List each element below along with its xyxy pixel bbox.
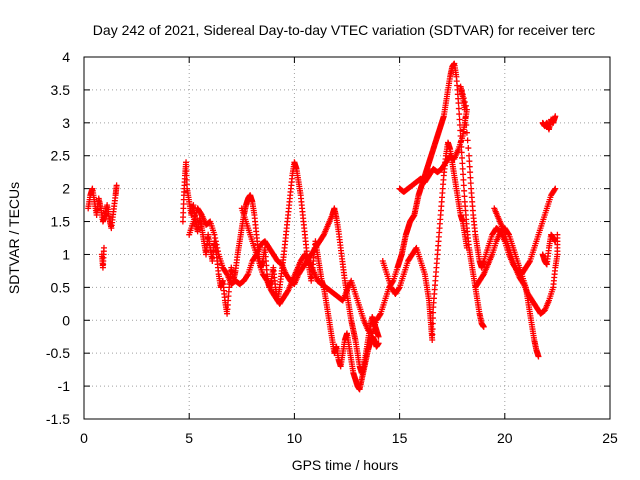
data-markers — [85, 60, 561, 393]
x-tick-label: 5 — [185, 430, 193, 446]
data-point — [467, 174, 474, 181]
data-point — [465, 145, 472, 152]
data-point — [461, 193, 468, 200]
data-point — [429, 326, 436, 333]
x-tick-label: 20 — [497, 430, 513, 446]
data-point — [429, 320, 436, 327]
data-point — [467, 180, 474, 187]
data-point — [214, 244, 221, 251]
y-tick-label: 2 — [62, 181, 70, 197]
data-point — [552, 185, 559, 192]
data-point — [211, 231, 218, 238]
data-point — [459, 154, 466, 161]
data-point — [466, 152, 473, 159]
data-point — [461, 106, 468, 113]
y-tick-label: 4 — [62, 49, 70, 65]
y-tick-label: 1.5 — [51, 214, 71, 230]
data-point — [455, 105, 462, 112]
data-point — [375, 340, 382, 347]
data-point — [100, 244, 107, 251]
data-point — [376, 311, 383, 318]
plot-frame — [83, 56, 611, 420]
data-point — [113, 182, 120, 189]
series-sdtvar — [85, 60, 561, 393]
y-tick-label: 3 — [62, 115, 70, 131]
data-point — [467, 169, 474, 176]
data-point — [459, 165, 466, 172]
data-point — [395, 285, 402, 292]
x-tick-label: 25 — [602, 430, 618, 446]
y-tick-label: -0.5 — [46, 345, 70, 361]
x-axis-label: GPS time / hours — [292, 457, 399, 473]
data-point — [460, 171, 467, 178]
data-point — [466, 158, 473, 165]
data-point — [464, 137, 471, 144]
data-point — [429, 331, 436, 338]
data-point — [552, 113, 559, 120]
x-tick-label: 15 — [392, 430, 408, 446]
data-point — [552, 238, 559, 245]
data-point — [456, 111, 463, 118]
data-point — [430, 309, 437, 316]
data-point — [213, 241, 220, 248]
y-tick-label: 2.5 — [51, 148, 71, 164]
y-tick-label: 0 — [62, 312, 70, 328]
data-point — [554, 231, 561, 238]
data-point — [457, 127, 464, 134]
data-point — [429, 337, 436, 344]
tick-labels: 0 5 10 15 20 25 -1.5 -1 -0.5 0 0.5 1 1.5 2 2.5 3 3.5 4 — [46, 49, 618, 446]
y-axis-label: SDTVAR / TECUs — [6, 182, 22, 294]
data-point — [463, 244, 470, 251]
data-point — [456, 116, 463, 123]
data-point — [461, 187, 468, 194]
data-point — [460, 176, 467, 183]
data-point — [214, 248, 221, 255]
data-point — [462, 114, 469, 121]
data-point — [455, 100, 462, 107]
x-tick-label: 0 — [80, 430, 88, 446]
chart-title: Day 242 of 2021, Sidereal Day-to-day VTE… — [93, 22, 595, 38]
data-point — [480, 323, 487, 330]
data-point — [526, 259, 533, 266]
data-point — [459, 160, 466, 167]
x-tick-label: 10 — [287, 430, 303, 446]
y-tick-label: 0.5 — [51, 279, 71, 295]
axis-ticks — [83, 56, 611, 420]
data-point — [375, 333, 382, 340]
data-point — [463, 129, 470, 136]
y-tick-label: 1 — [62, 246, 70, 262]
y-tick-label: -1 — [58, 378, 71, 394]
data-point — [460, 182, 467, 189]
data-point — [389, 278, 396, 285]
data-point — [429, 315, 436, 322]
data-point — [551, 186, 558, 193]
data-point — [463, 122, 470, 129]
data-point — [505, 230, 512, 237]
data-point — [466, 163, 473, 170]
data-point — [212, 235, 219, 241]
y-tick-label: 3.5 — [51, 82, 71, 98]
data-point — [244, 272, 251, 279]
data-point — [212, 238, 219, 245]
y-tick-label: -1.5 — [46, 411, 70, 427]
data-point — [535, 353, 542, 360]
